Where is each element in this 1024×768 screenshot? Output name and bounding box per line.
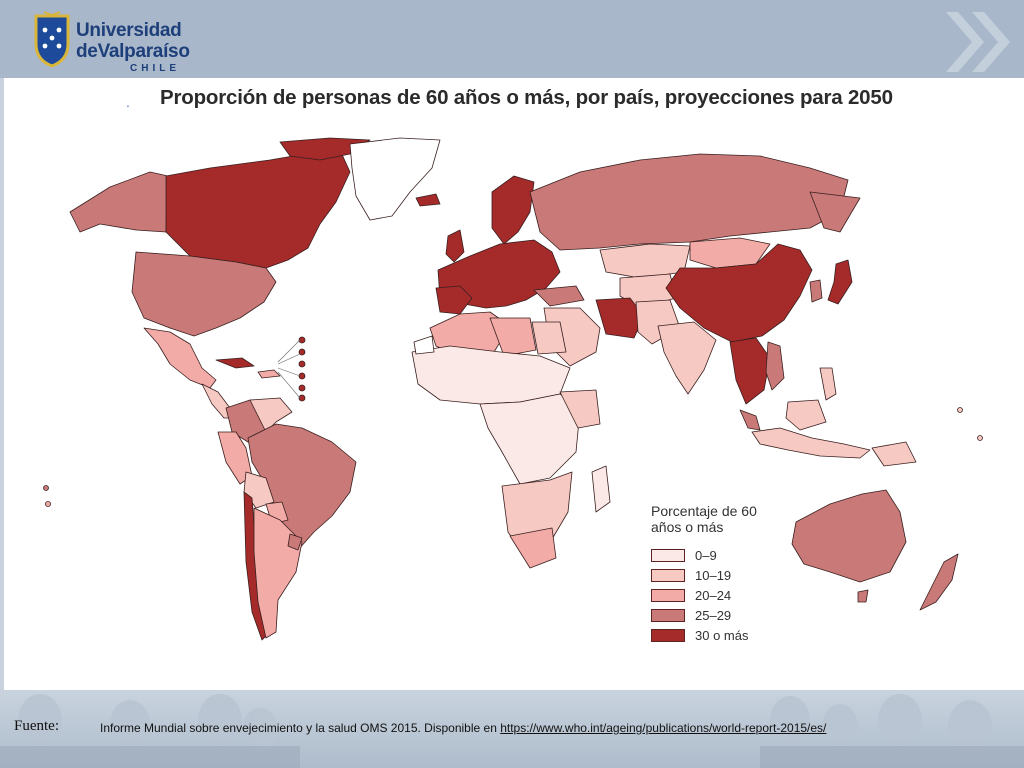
region-scandinavia bbox=[491, 175, 535, 245]
region-uruguay bbox=[287, 533, 303, 551]
region-iberia bbox=[435, 285, 473, 315]
region-ethiopia bbox=[559, 389, 601, 429]
title-bullet: . bbox=[126, 94, 130, 110]
region-greenland bbox=[349, 137, 441, 221]
region-venezuela bbox=[249, 397, 293, 433]
shield-icon bbox=[34, 11, 70, 68]
legend-item: 20–24 bbox=[651, 587, 731, 603]
region-caribbean bbox=[257, 369, 281, 379]
left-edge-bar bbox=[0, 78, 4, 690]
double-chevron-icon bbox=[946, 12, 1010, 72]
region-turkey bbox=[533, 285, 585, 307]
source-link[interactable]: https://www.who.int/ageing/publications/… bbox=[500, 721, 827, 735]
legend-swatch bbox=[651, 568, 685, 582]
region-usa bbox=[131, 251, 277, 337]
legend-swatch bbox=[651, 588, 685, 602]
region-china bbox=[665, 243, 813, 343]
region-se-asia bbox=[729, 337, 771, 405]
region-indonesia bbox=[751, 427, 871, 459]
legend-label: 25–29 bbox=[695, 607, 732, 623]
region-canada bbox=[165, 149, 351, 269]
region-vietnam bbox=[765, 341, 785, 391]
world-map bbox=[43, 137, 983, 641]
region-western-sahara bbox=[413, 335, 435, 355]
region-korea bbox=[809, 279, 823, 303]
legend-label: 20–24 bbox=[695, 587, 732, 603]
region-central-africa bbox=[479, 393, 581, 485]
legend-title: Porcentaje de 60 años o más bbox=[651, 503, 757, 535]
island-lines bbox=[277, 339, 301, 399]
logo-text-line2: deValparaíso bbox=[76, 41, 190, 62]
region-iceland bbox=[415, 193, 441, 207]
region-sahel bbox=[411, 345, 571, 405]
region-philippines bbox=[819, 367, 837, 401]
legend-item: 0–9 bbox=[651, 547, 717, 563]
source-reference: Informe Mundial sobre envejecimiento y l… bbox=[100, 721, 826, 735]
region-libya bbox=[489, 317, 537, 357]
region-malaysia bbox=[739, 409, 761, 431]
university-logo[interactable]: Universidad deValparaíso CHILE bbox=[34, 8, 190, 76]
logo-text-line3: CHILE bbox=[130, 63, 180, 74]
region-india bbox=[657, 321, 717, 395]
slide-title: Proporción de personas de 60 años o más,… bbox=[160, 86, 893, 109]
region-new-zealand bbox=[919, 553, 959, 611]
logo-text-line1: Universidad bbox=[76, 20, 182, 41]
region-russia bbox=[529, 153, 849, 251]
source-reference-text: Informe Mundial sobre envejecimiento y l… bbox=[100, 721, 501, 735]
legend-item: 10–19 bbox=[651, 567, 731, 583]
header-banner: Universidad deValparaíso CHILE bbox=[0, 0, 1024, 78]
legend-label: 10–19 bbox=[695, 567, 732, 583]
source-label: Fuente: bbox=[14, 718, 59, 734]
legend-item: 25–29 bbox=[651, 607, 731, 623]
people-photo-strip bbox=[0, 694, 1024, 768]
region-canada-arctic bbox=[279, 137, 371, 161]
region-japan bbox=[827, 259, 853, 305]
region-tasmania bbox=[857, 589, 869, 603]
legend-label: 0–9 bbox=[695, 547, 717, 563]
island-markers bbox=[43, 336, 983, 507]
region-egypt bbox=[531, 321, 567, 355]
region-australia bbox=[791, 489, 907, 583]
region-borneo bbox=[785, 399, 827, 431]
region-papua bbox=[871, 441, 917, 467]
region-russia-east bbox=[809, 191, 861, 233]
legend-swatch bbox=[651, 628, 685, 642]
legend-swatch bbox=[651, 608, 685, 622]
legend-label: 30 o más bbox=[695, 627, 749, 643]
map-legend: Porcentaje de 60 años o más 0–9 10–19 20–2… bbox=[651, 503, 781, 653]
region-mexico bbox=[143, 327, 217, 389]
region-cuba bbox=[215, 357, 255, 369]
region-alaska bbox=[69, 171, 169, 233]
legend-swatch bbox=[651, 548, 685, 562]
region-uk bbox=[445, 229, 465, 263]
legend-item: 30 o más bbox=[651, 627, 748, 643]
region-madagascar bbox=[591, 465, 611, 513]
region-south-africa bbox=[509, 527, 557, 569]
footer-banner: Fuente: Informe Mundial sobre envejecimi… bbox=[0, 690, 1024, 768]
